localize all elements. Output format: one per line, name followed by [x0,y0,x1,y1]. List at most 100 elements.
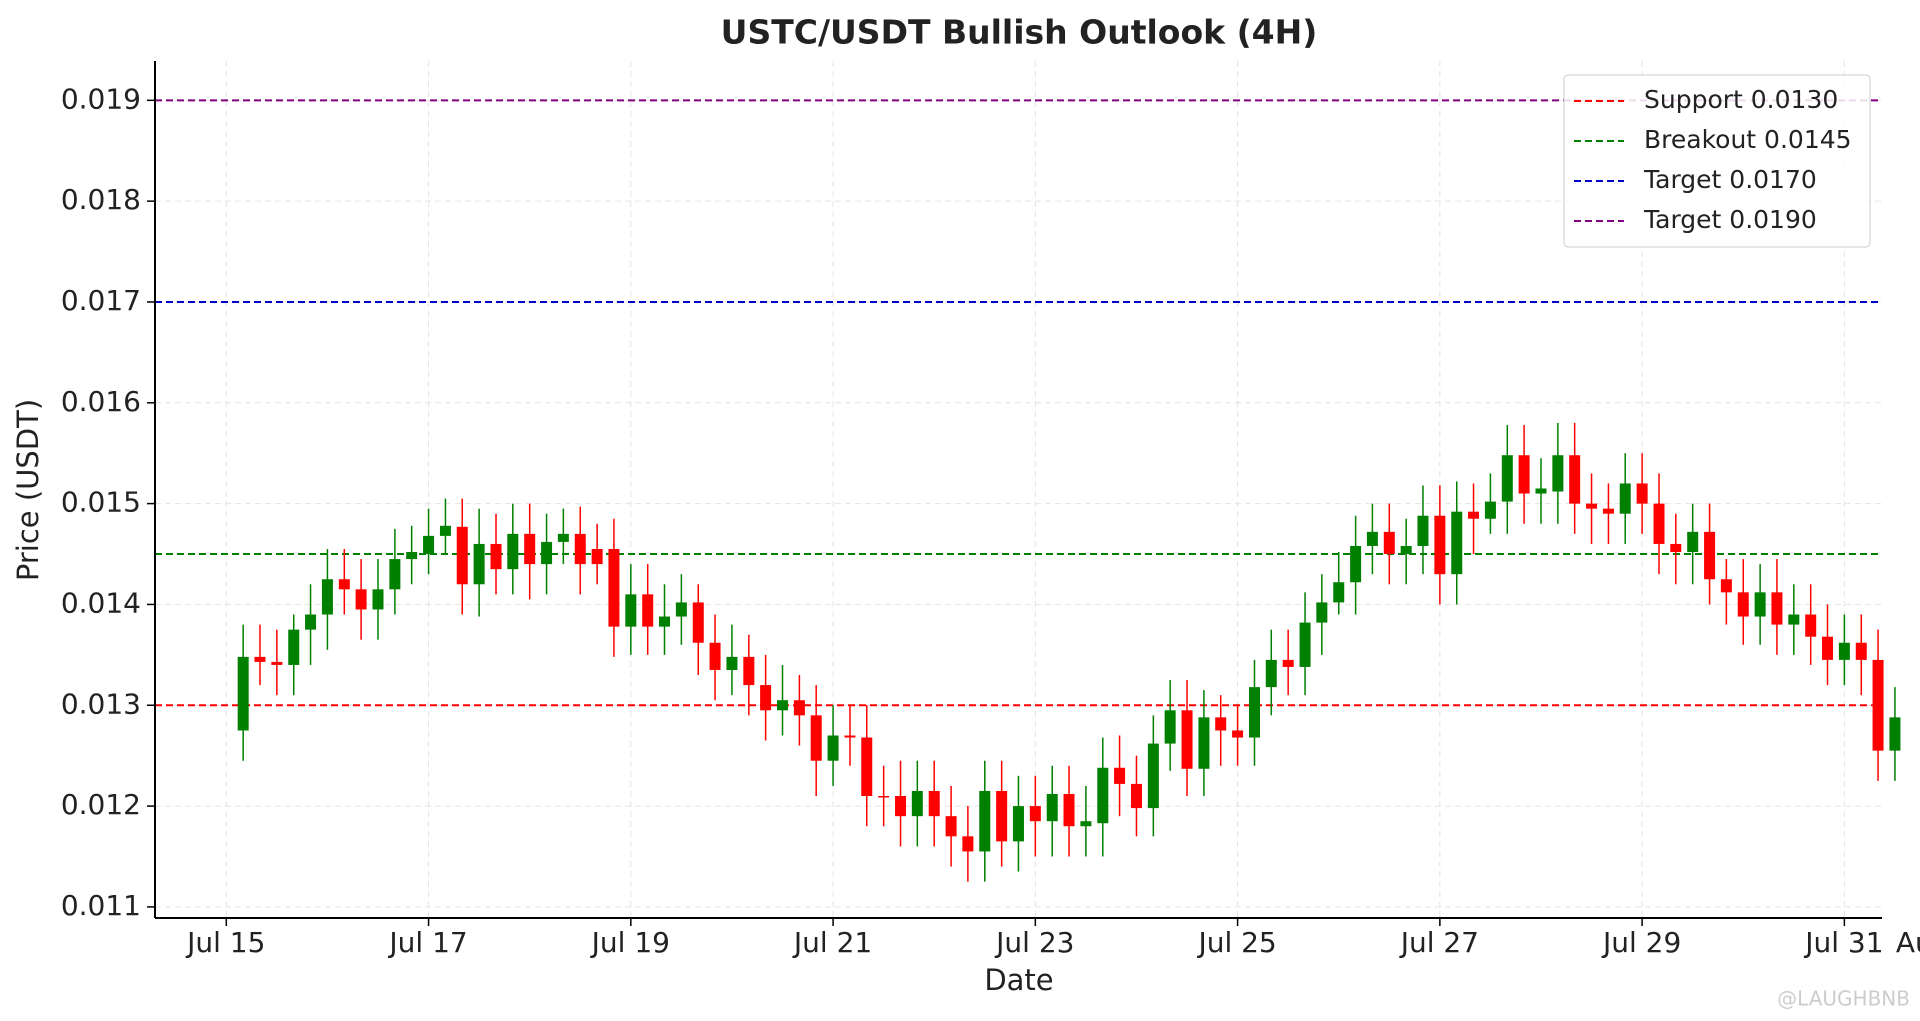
candle-body [237,656,249,731]
legend-box [1563,74,1871,248]
candle-body [1400,545,1412,555]
candle-body [777,700,789,711]
candle-body [1147,743,1159,809]
x-tick-label: Jul 25 [1196,926,1276,959]
x-tick-label: Jul 19 [590,926,670,959]
candle-body [389,559,401,590]
candle-body [1417,515,1429,546]
legend: Support 0.0130 Breakout 0.0145 Target 0.01… [1563,74,1871,248]
candle-body [591,548,603,565]
candle-body [895,796,907,817]
x-tick-label: Jul 29 [1601,926,1681,959]
y-tick-label: 0.017 [61,284,141,317]
candle-body [962,836,974,852]
candle-body [1855,642,1867,660]
y-tick-label: 0.012 [61,788,141,821]
y-tick-label: 0.019 [61,82,141,115]
candle-body [1872,659,1884,751]
candle-body [658,616,670,627]
y-tick-label: 0.014 [61,586,141,619]
candle-body [1788,614,1800,625]
legend-label: Target 0.0170 [1643,165,1817,194]
candle-body [692,602,704,643]
candle-body [844,735,856,738]
x-tick-label: Jul 15 [185,926,265,959]
y-tick-label: 0.018 [61,183,141,216]
candle-body [1198,717,1210,769]
candle-body [1350,545,1362,583]
candle-body [338,579,350,590]
candle-body [642,594,654,627]
candle-body [1232,730,1244,738]
candle-body [810,715,822,761]
candle-body [1704,531,1716,580]
x-tick-label: Jul 31 [1803,926,1883,959]
candle-body [524,533,536,565]
candle-body [1333,582,1345,603]
candle-body [1535,488,1547,494]
y-tick-label: 0.016 [61,385,141,418]
candle-body [861,737,873,797]
y-tick-label: 0.011 [61,889,141,922]
candle-body [321,579,333,615]
candle-body [423,535,435,555]
candle-body [490,543,502,570]
watermark: @LAUGHBNB [1777,987,1910,1011]
candle-body [996,790,1008,842]
candle-body [1299,622,1311,667]
candle-body [1619,483,1631,514]
candle-body [726,656,738,670]
x-tick-label: Jul 21 [792,926,872,959]
candle-body [1248,687,1260,738]
x-tick-label: Jul 23 [994,926,1074,959]
candle-body [305,614,317,630]
candle-body [355,589,367,610]
candle-body [878,796,890,798]
candle-body [1720,579,1732,593]
candle-body [625,594,637,627]
candle-body [1468,511,1480,519]
candle-body [1754,592,1766,617]
legend-label: Support 0.0130 [1644,85,1838,114]
legend-label: Breakout 0.0145 [1644,125,1852,154]
candle-body [945,816,957,837]
candle-body [1383,531,1395,555]
candle-body [1046,793,1058,822]
candle-body [1451,511,1463,575]
candle-body [911,790,923,817]
candle-body [439,525,451,536]
candle-body [1602,508,1614,514]
candle-body [1670,543,1682,553]
candle-body [1586,503,1598,509]
candle-body [1737,592,1749,617]
y-tick-label: 0.013 [61,687,141,720]
candle-body [1164,710,1176,744]
candle-body [793,700,805,716]
candle-body [743,656,755,686]
candle-body [1687,531,1699,553]
legend-label: Target 0.0190 [1643,205,1817,234]
candle-body [541,541,553,565]
candle-body [1653,503,1665,544]
candle-body [1097,767,1109,824]
candle-body [1282,659,1294,667]
candle-body [1805,614,1817,637]
y-axis-label: Price (USDT) [11,399,45,581]
candle-body [473,543,485,585]
candle-body [557,533,569,542]
candle-body [1838,642,1850,660]
candle-body [827,735,839,761]
candle-body [1434,515,1446,575]
candle-body [1821,636,1833,660]
x-tick-label: Jul 17 [387,926,467,959]
candle-body [406,552,418,560]
candle-body [1771,592,1783,625]
x-axis-label: Date [984,963,1053,997]
candle-body [1012,806,1024,842]
candle-body [574,533,586,565]
x-tick-label: Jul 27 [1399,926,1479,959]
candle-body [1501,455,1513,502]
candle-body [1484,501,1496,519]
chart-title: USTC/USDT Bullish Outlook (4H) [721,13,1318,52]
